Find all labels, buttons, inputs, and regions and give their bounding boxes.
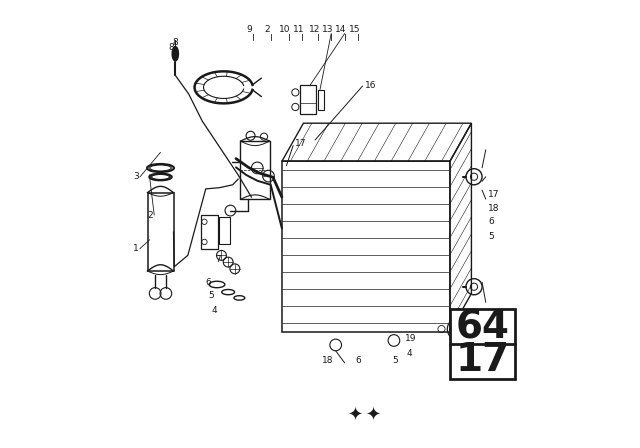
Text: 64: 64	[456, 309, 509, 347]
Text: 7: 7	[215, 255, 220, 264]
Bar	[450, 309, 515, 379]
Text: 9: 9	[246, 25, 252, 34]
Text: 17: 17	[488, 190, 499, 199]
Text: 18: 18	[323, 356, 334, 365]
Text: 5: 5	[488, 232, 493, 241]
Text: 6: 6	[488, 217, 493, 226]
Text: 18: 18	[488, 204, 499, 213]
Text: 4: 4	[407, 349, 412, 358]
Bar	[300, 85, 316, 114]
Bar	[241, 141, 269, 199]
Text: 2: 2	[264, 25, 270, 34]
Bar	[148, 193, 173, 271]
Text: 6: 6	[355, 356, 361, 365]
Text: 12: 12	[308, 25, 320, 34]
Text: 17: 17	[455, 341, 509, 379]
Text: 16: 16	[365, 81, 376, 90]
Text: 8: 8	[168, 43, 173, 52]
Text: ✦: ✦	[348, 407, 362, 425]
Text: 19: 19	[405, 334, 417, 343]
Text: 1: 1	[133, 244, 139, 253]
Text: 11: 11	[292, 25, 304, 34]
Text: 8: 8	[172, 38, 178, 47]
Text: ✦: ✦	[365, 407, 380, 425]
Text: 3: 3	[133, 172, 139, 181]
Text: 5: 5	[208, 291, 214, 300]
Text: 10: 10	[279, 25, 291, 34]
Text: 2: 2	[148, 211, 153, 220]
Text: 15: 15	[349, 25, 360, 34]
Text: 14: 14	[335, 25, 347, 34]
Text: 4: 4	[212, 306, 217, 314]
Text: 13: 13	[322, 25, 333, 34]
Ellipse shape	[172, 47, 179, 61]
Bar	[220, 217, 230, 244]
Bar	[282, 161, 450, 332]
Bar	[202, 215, 218, 249]
Text: 5: 5	[392, 356, 398, 365]
Bar	[317, 90, 324, 110]
Text: 6: 6	[206, 278, 211, 287]
Text: 17: 17	[296, 139, 307, 148]
